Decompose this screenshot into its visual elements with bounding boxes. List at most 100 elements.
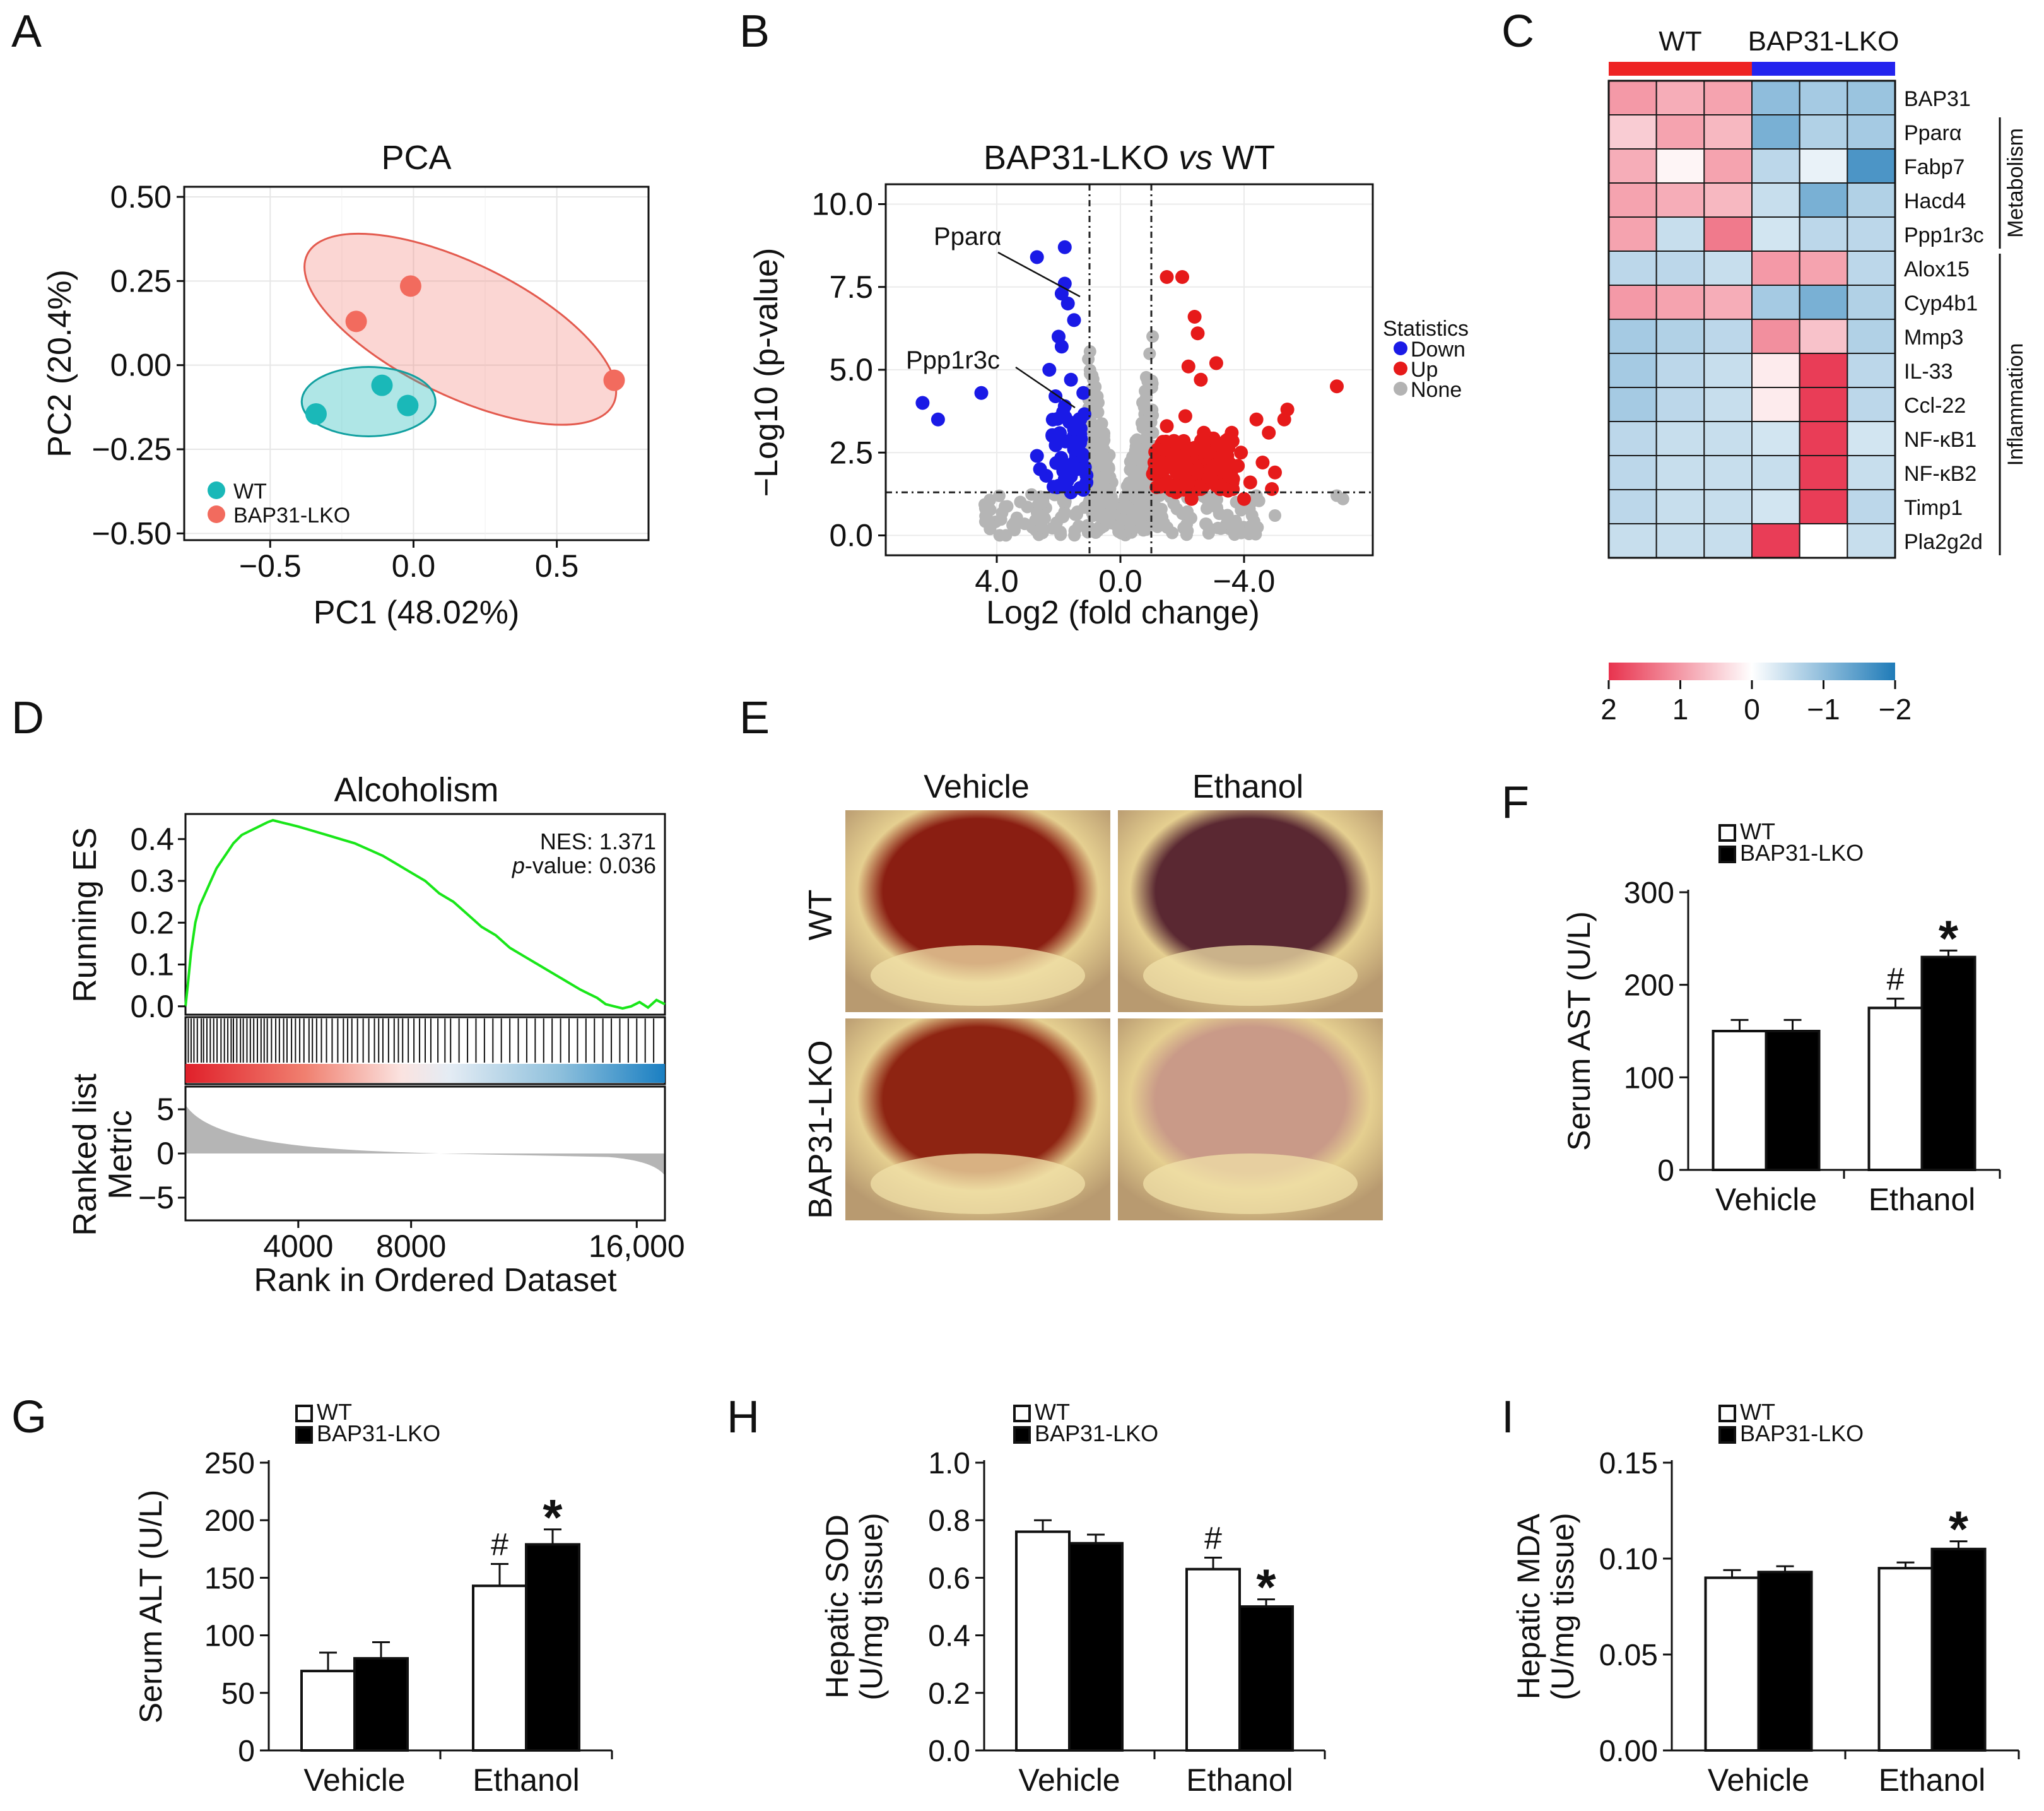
volcano-point-none: [1122, 514, 1136, 527]
heatmap-row-label: NF-κB1: [1904, 428, 1976, 452]
bar-g-ytick-label: 50: [221, 1677, 255, 1711]
volcano-point-up: [1197, 425, 1211, 440]
heatmap-cell: [1655, 251, 1705, 286]
bar-f-ytick-label: 200: [1624, 969, 1674, 1003]
gsea-ytick-label: 0.1: [130, 947, 174, 982]
colorbar-tick-label: 2: [1601, 693, 1617, 726]
pca-legend-swatch-wt: [208, 481, 225, 499]
heatmap-cell: [1799, 387, 1848, 422]
volcano-point-down: [1064, 372, 1078, 387]
photo-intestine: [1143, 945, 1358, 1006]
heatmap-cell: [1847, 182, 1896, 218]
bar-h-legend-swatch-wt: [1013, 1405, 1031, 1422]
volcano-point-down: [931, 412, 945, 427]
bar-h-ytick-label: 0.0: [928, 1735, 970, 1768]
bar-g-legend-swatch-wt: [295, 1405, 313, 1422]
volcano-point-none: [1096, 444, 1109, 457]
bar-i-legend-bap31-lko: BAP31-LKO: [1740, 1420, 1864, 1446]
heatmap-cell: [1847, 455, 1896, 490]
panel-label-h: H: [727, 1392, 760, 1442]
pca-ytick-label: 0.25: [110, 263, 172, 298]
pca-point-bap31-lko: [399, 275, 421, 297]
bar-i-wt: [1877, 1567, 1934, 1752]
volcano-title: BAP31-LKO vs WT: [984, 139, 1275, 177]
bar-g-ylabel: Serum ALT (U/L): [133, 1490, 168, 1723]
panel-label-c: C: [1501, 6, 1534, 57]
heatmap-cell: [1655, 421, 1705, 456]
heatmap-cell: [1847, 523, 1896, 558]
volcano-point-none: [1129, 434, 1142, 447]
volcano-point-none: [1221, 511, 1234, 524]
volcano-point-none: [1180, 528, 1193, 541]
heatmap-cell: [1703, 319, 1753, 354]
volcano-point-down: [1042, 363, 1057, 377]
heatmap-cell: [1655, 182, 1705, 218]
volcano-point-up: [1184, 492, 1199, 506]
volcano-point-none: [1124, 463, 1137, 476]
volcano-point-up: [1181, 475, 1195, 490]
volcano-legend-title: Statistics: [1383, 317, 1469, 341]
volcano-point-none: [1139, 437, 1153, 451]
volcano-point-up: [1262, 425, 1276, 440]
volcano-point-up: [1147, 456, 1161, 469]
volcano-point-down: [1054, 451, 1069, 465]
heatmap-cell: [1847, 251, 1896, 286]
bar-g-legend-bap31-lko: BAP31-LKO: [317, 1420, 440, 1446]
gsea-nes: NES: 1.371: [540, 829, 656, 854]
volcano-point-none: [1137, 498, 1151, 512]
pca-point-bap31-lko: [603, 369, 625, 391]
volcano-point-up: [1178, 409, 1192, 423]
heatmap-cell: [1655, 148, 1705, 184]
volcano-point-down: [1070, 462, 1084, 476]
heatmap-cell: [1751, 182, 1800, 218]
volcano-point-down: [1073, 412, 1088, 427]
volcano-point-up: [1265, 482, 1279, 496]
gsea-metric-ytick-label: 0: [156, 1136, 174, 1171]
pca-frame: [183, 186, 650, 541]
gsea-metric-ytick-label: −5: [138, 1180, 174, 1215]
photo-intestine: [1143, 1153, 1358, 1214]
bar-i-ylabel2: (U/mg tissue): [1545, 1513, 1580, 1700]
volcano-point-down: [1067, 313, 1081, 327]
heatmap-cell: [1751, 216, 1800, 252]
bar-i-bap31-lko: [1757, 1571, 1813, 1752]
heatmap-cell: [1655, 216, 1705, 252]
heatmap-cell: [1608, 114, 1657, 150]
bar-i-xtick-label: Ethanol: [1879, 1762, 1986, 1798]
volcano-point-none: [1001, 500, 1014, 513]
volcano-legend-swatch-none: [1394, 382, 1407, 396]
bar-h-legend-bap31-lko: BAP31-LKO: [1035, 1420, 1158, 1446]
volcano-point-none: [1139, 370, 1153, 384]
volcano-point-down: [1067, 422, 1081, 437]
volcano-point-down: [1057, 472, 1072, 487]
bar-g-xtick-label: Vehicle: [303, 1762, 405, 1798]
volcano-up-points: [1146, 270, 1344, 506]
bar-g-ytick-label: 0: [238, 1735, 255, 1768]
volcano-annotation-ppp1r3c: Ppp1r3c: [906, 346, 1000, 374]
heatmap-side-label-metabolism: Metabolism: [2004, 128, 2028, 238]
bar-g-ytick-label: 150: [204, 1562, 255, 1595]
bar-g-ytick-label: 200: [204, 1504, 255, 1538]
bar-g-marker: #: [491, 1527, 508, 1562]
bar-f-xtick-label: Ethanol: [1869, 1182, 1976, 1217]
photo-column-label-ethanol: Ethanol: [1192, 769, 1303, 805]
heatmap-cell: [1703, 455, 1753, 490]
bar-h-ytick-label: 0.2: [928, 1677, 970, 1711]
heatmap-cell: [1751, 387, 1800, 422]
volcano-point-none: [1091, 523, 1105, 536]
heatmap-cell: [1608, 251, 1657, 286]
gsea-ytick-label: 0.2: [130, 905, 174, 940]
volcano-point-up: [1156, 442, 1171, 456]
volcano-point-none: [1087, 428, 1100, 441]
heatmap-cell: [1847, 148, 1896, 184]
heatmap-cell: [1751, 489, 1800, 524]
volcano-point-down: [1030, 449, 1044, 463]
heatmap-cell: [1608, 421, 1657, 456]
pca-title: PCA: [381, 139, 451, 177]
heatmap-row-label: NF-κB2: [1904, 462, 1976, 486]
bar-f-marker: #: [1887, 962, 1905, 997]
gsea-xtick-label: 4000: [263, 1229, 333, 1264]
bar-h-ylabel: Hepatic SOD: [819, 1514, 855, 1699]
volcano-point-up: [1175, 270, 1189, 284]
volcano-annotation-ppara: Pparα: [934, 223, 1002, 251]
